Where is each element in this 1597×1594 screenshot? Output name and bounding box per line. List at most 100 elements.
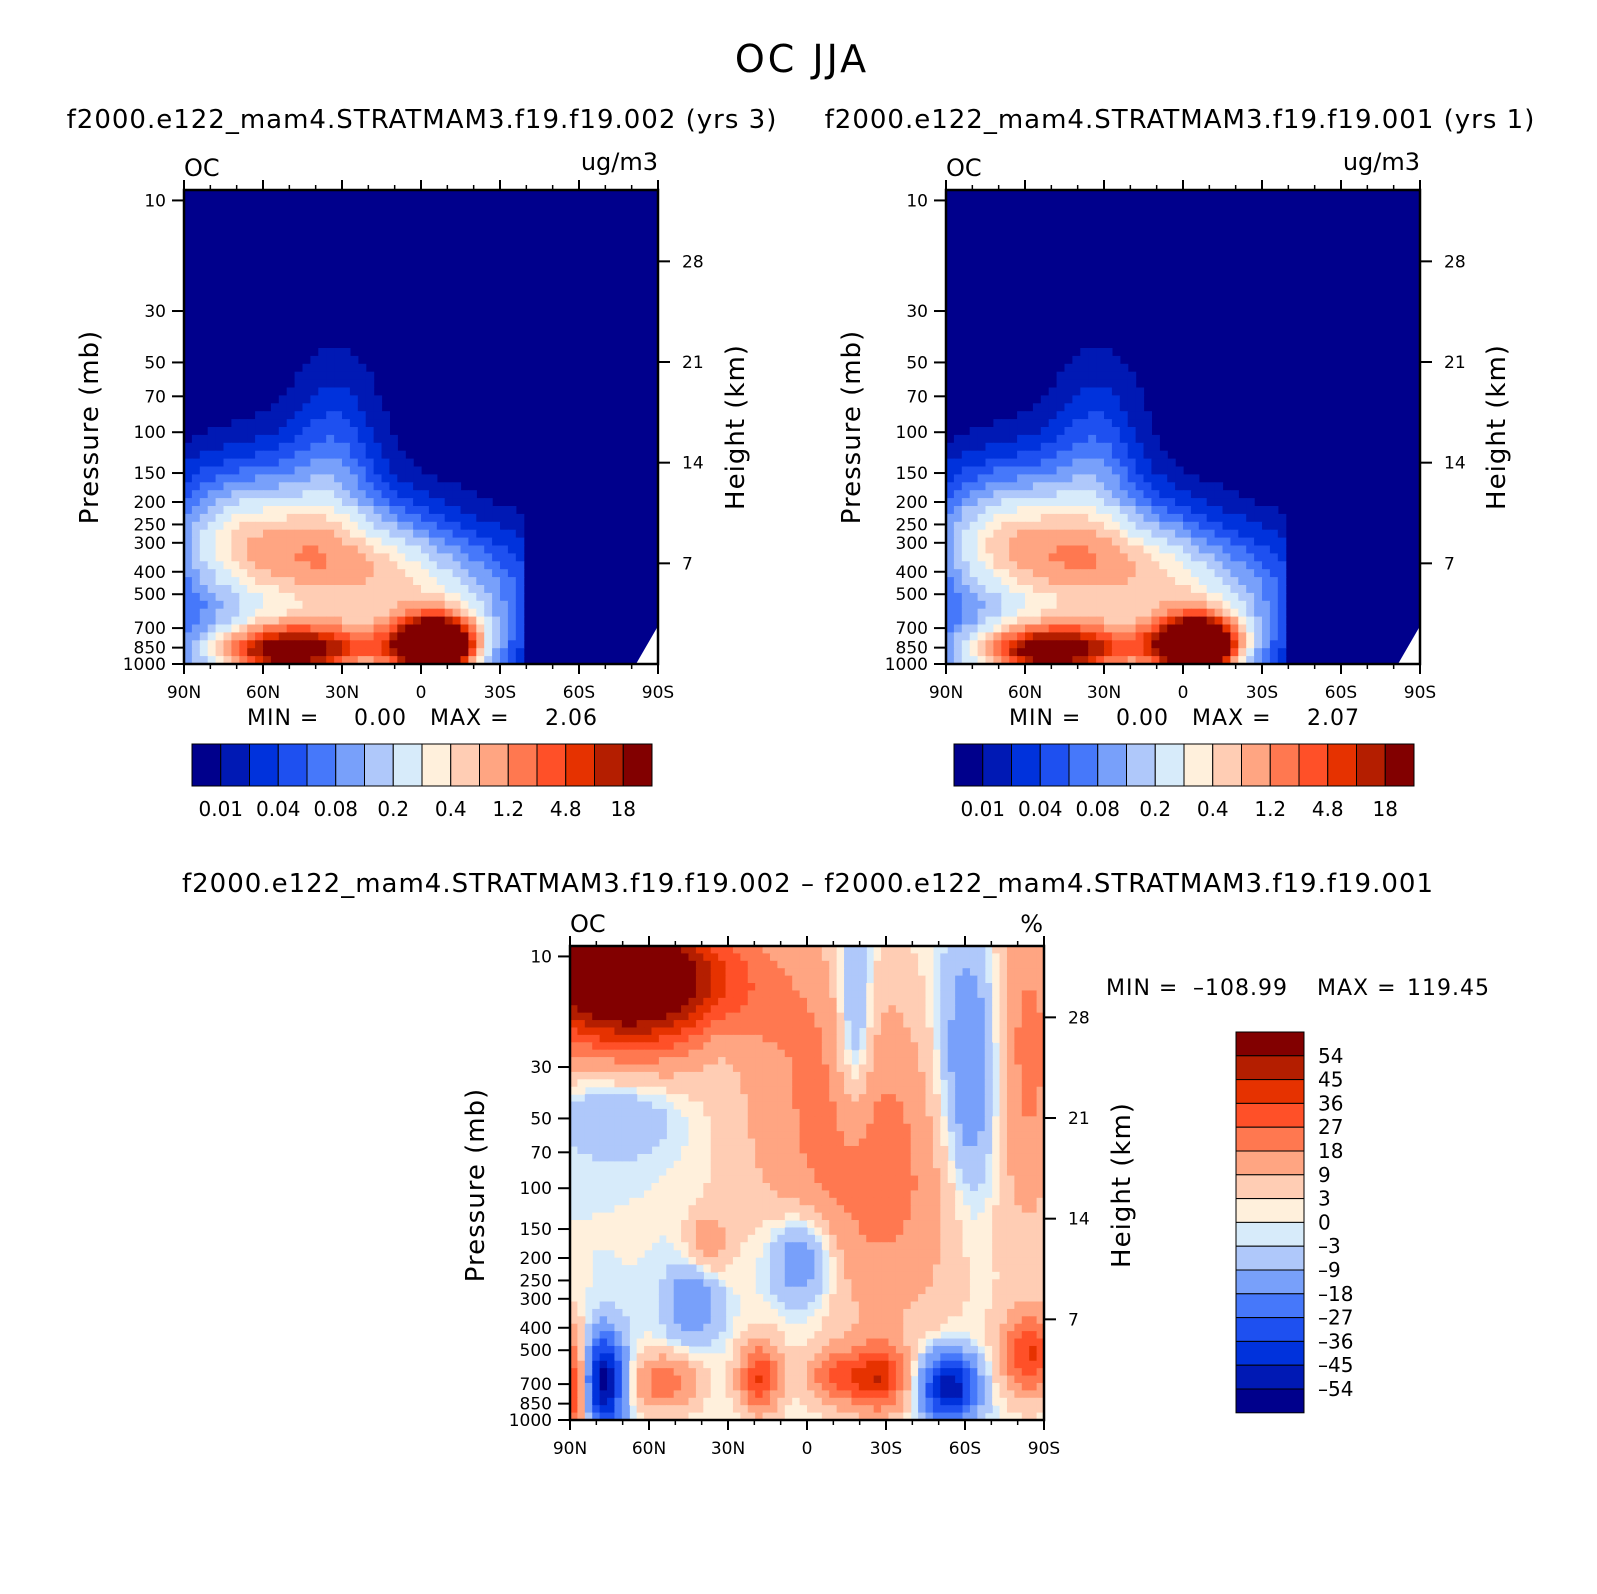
contour-cell: [681, 990, 690, 999]
contour-cell: [1127, 506, 1137, 515]
contour-cell: [1048, 474, 1058, 483]
contour-cell: [428, 616, 438, 626]
contour-cell: [365, 521, 375, 531]
contour-cell: [599, 968, 608, 977]
contour-cell: [1080, 600, 1089, 610]
contour-cell: [286, 466, 296, 475]
contour-cell: [1246, 498, 1255, 507]
contour-cell: [570, 1049, 579, 1058]
contour-cell: [1056, 379, 1066, 389]
contour-cell: [286, 600, 296, 610]
contour-cell: [373, 466, 383, 475]
contour-cell: [1135, 545, 1145, 554]
contour-cell: [428, 640, 438, 649]
contour-cell: [247, 561, 256, 570]
contour-cell: [302, 616, 311, 626]
contour-cell: [799, 1123, 808, 1132]
contour-cell: [349, 355, 359, 365]
contour-cell: [1014, 1034, 1023, 1043]
contour-cell: [1119, 648, 1129, 657]
contour-cell: [302, 624, 311, 633]
contour-cell: [310, 537, 319, 547]
contour-cell: [932, 1079, 941, 1088]
contour-cell: [969, 458, 979, 468]
contour-cell: [792, 1108, 801, 1117]
contour-cell: [584, 1034, 593, 1043]
contour-cell: [286, 640, 296, 649]
contour-cell: [993, 490, 1002, 499]
contour-cell: [191, 521, 201, 531]
contour-cell: [829, 968, 838, 977]
contour-cell: [239, 577, 248, 586]
contour-cell: [476, 569, 485, 578]
contour-cell: [946, 490, 955, 499]
contour-cell: [940, 960, 949, 969]
contour-cell: [961, 648, 971, 657]
contour-cell: [342, 395, 351, 404]
contour-cell: [999, 1205, 1008, 1214]
contour-cell: [428, 498, 438, 507]
contour-cell: [1017, 458, 1026, 468]
contour-cell: [326, 553, 335, 562]
contour-cell: [636, 1205, 645, 1214]
contour-cell: [1119, 482, 1129, 491]
contour-cell: [239, 553, 248, 562]
contour-cell: [947, 1168, 956, 1177]
x-tick-label: 60S: [563, 683, 595, 703]
contour-cell: [592, 1071, 601, 1080]
contour-cell: [373, 498, 383, 507]
contour-cell: [1167, 521, 1176, 531]
contour-cell: [436, 640, 446, 649]
contour-cell: [993, 521, 1002, 531]
contour-cell: [492, 600, 501, 610]
contour-cell: [681, 983, 690, 992]
contour-cell: [1246, 624, 1255, 633]
contour-cell: [1111, 419, 1121, 428]
contour-cell: [302, 553, 311, 562]
contour-cell: [732, 975, 741, 984]
contour-cell: [962, 1079, 971, 1088]
contour-cell: [895, 1190, 904, 1199]
contour-cell: [946, 585, 955, 594]
contour-cell: [405, 632, 414, 641]
contour-cell: [740, 1049, 749, 1058]
contour-cell: [599, 1020, 608, 1029]
contour-cell: [1119, 363, 1129, 373]
contour-cell: [231, 553, 240, 562]
contour-cell: [349, 419, 359, 428]
contour-cell: [1246, 632, 1255, 641]
contour-cell: [910, 946, 919, 955]
contour-cell: [444, 577, 454, 586]
contour-cell: [651, 968, 660, 977]
contour-cell: [255, 419, 264, 428]
contour-cell: [397, 537, 406, 547]
panel-diff-units: %: [1020, 910, 1043, 938]
contour-cell: [873, 1020, 882, 1029]
contour-cell: [421, 537, 430, 547]
contour-cell: [365, 529, 375, 539]
contour-cell: [1001, 521, 1010, 531]
contour-cell: [607, 1123, 616, 1132]
contour-cell: [829, 953, 838, 962]
contour-cell: [977, 960, 986, 969]
contour-cell: [940, 1012, 949, 1021]
contour-cell: [397, 529, 406, 539]
contour-cell: [688, 1108, 697, 1117]
contour-cell: [947, 983, 956, 992]
contour-cell: [1025, 450, 1034, 460]
contour-cell: [1006, 1064, 1015, 1073]
contour-cell: [769, 1116, 778, 1125]
contour-cell: [599, 1034, 608, 1043]
contour-cell: [1104, 395, 1113, 404]
contour-cell: [821, 1168, 830, 1177]
contour-cell: [977, 1138, 986, 1147]
contour-cell: [1238, 648, 1247, 657]
contour-cell: [695, 983, 704, 992]
contour-cell: [1056, 442, 1066, 452]
y-tick-label: 10: [906, 191, 928, 211]
contour-cell: [725, 1086, 734, 1095]
contour-cell: [946, 521, 955, 531]
contour-cell: [747, 1190, 756, 1199]
contour-cell: [903, 1190, 912, 1199]
contour-cell: [599, 946, 608, 955]
